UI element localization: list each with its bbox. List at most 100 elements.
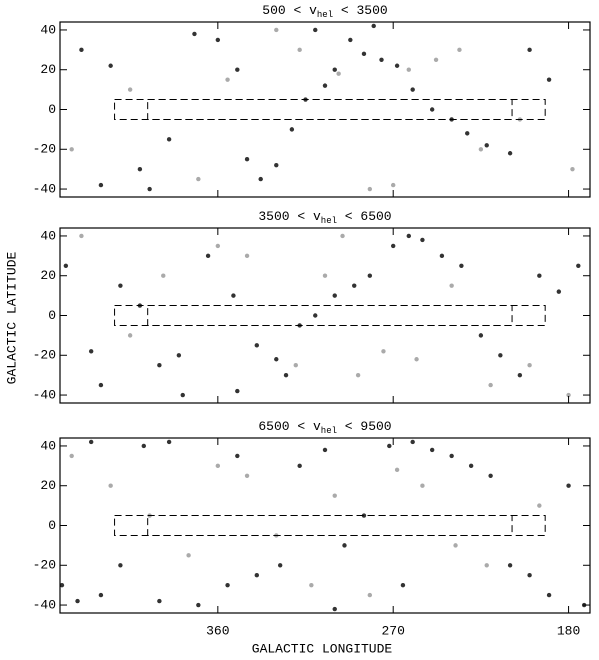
galaxy-point (332, 493, 337, 498)
galaxy-point (342, 543, 347, 548)
galaxy-point (98, 592, 104, 598)
galaxy-point (406, 67, 411, 72)
panel-title: 6500 < vhel < 9500 (258, 419, 391, 436)
galaxy-point (414, 357, 419, 362)
galaxy-point (98, 182, 104, 188)
galaxy-point (235, 67, 240, 72)
y-tick-label: 20 (40, 62, 56, 77)
galaxy-point (566, 392, 571, 398)
galaxy-point (367, 592, 373, 598)
galaxy-point (527, 363, 532, 368)
galaxy-point (215, 243, 221, 249)
galaxy-point (75, 598, 80, 604)
galaxy-point (192, 31, 197, 37)
galaxy-point (332, 606, 337, 612)
galaxy-point (141, 443, 146, 449)
galaxy-point (546, 592, 552, 598)
galaxy-point (196, 602, 201, 608)
galaxy-point (517, 372, 523, 378)
galaxy-point (367, 273, 373, 278)
galaxy-point (379, 57, 384, 62)
galaxy-point (348, 37, 353, 43)
galaxy-point (161, 273, 166, 278)
galaxy-point (88, 349, 94, 354)
galaxy-point (355, 372, 361, 378)
title-part: 500 < v (262, 3, 317, 18)
galaxy-point (166, 137, 172, 142)
y-tick-label: -40 (33, 597, 56, 612)
galaxy-point (457, 47, 462, 53)
galaxy-point (449, 453, 454, 459)
x-tick-label: 180 (557, 623, 580, 638)
panel-title: 3500 < vhel < 6500 (258, 209, 391, 226)
galaxy-point (449, 283, 454, 288)
galaxy-point (244, 253, 250, 259)
galaxy-point (235, 388, 240, 394)
panel-title: 500 < vhel < 3500 (262, 3, 387, 20)
galaxy-point (157, 363, 162, 368)
galaxy-point (390, 182, 396, 188)
galaxy-point (459, 263, 464, 268)
galaxy-point (332, 67, 337, 72)
galaxy-point (387, 443, 392, 449)
galaxy-point (336, 71, 341, 76)
y-tick-label: 20 (40, 478, 56, 493)
title-part: hel (321, 216, 337, 226)
galaxy-point (433, 57, 439, 62)
galaxy-point (118, 563, 123, 568)
galaxy-point (274, 357, 279, 362)
title-part: hel (321, 426, 337, 436)
galaxy-point (63, 263, 69, 268)
galaxy-point (322, 83, 328, 88)
zone-of-avoidance-box (114, 305, 546, 326)
galaxy-point (429, 107, 435, 112)
galaxy-point (406, 233, 411, 239)
galaxy-point (566, 483, 571, 488)
galaxy-point (371, 23, 376, 29)
galaxy-point (127, 333, 133, 338)
galaxy-point (546, 77, 552, 82)
galaxy-point (108, 63, 113, 68)
y-tick-label: 0 (48, 308, 56, 323)
galaxy-point (254, 573, 260, 578)
galaxy-point (507, 151, 513, 156)
x-axis-label: GALACTIC LONGITUDE (252, 641, 393, 656)
title-part: < 3500 (333, 3, 388, 18)
galaxy-point (215, 37, 221, 43)
galaxy-point (537, 503, 542, 508)
galaxy-point (478, 147, 484, 152)
galaxy-point (215, 463, 221, 469)
y-tick-label: 40 (40, 228, 56, 243)
galaxy-point (420, 237, 425, 243)
galaxy-point (394, 467, 400, 473)
galaxy-point (381, 349, 386, 354)
galaxy-point (157, 598, 162, 604)
y-tick-label: -20 (33, 142, 56, 157)
galaxy-point (367, 186, 373, 192)
galaxy-point (277, 563, 283, 568)
galaxy-point (556, 289, 562, 294)
y-tick-label: 0 (48, 102, 56, 117)
galaxy-point (576, 263, 581, 268)
x-tick-label: 270 (381, 623, 404, 638)
title-part: hel (317, 10, 333, 20)
galaxy-point (410, 87, 415, 92)
galaxy-point (98, 382, 104, 388)
galaxy-point (488, 473, 493, 478)
galaxy-point (340, 233, 345, 239)
galaxy-point (274, 27, 279, 33)
zone-of-avoidance-box (147, 515, 513, 536)
galaxy-point (390, 243, 396, 249)
galaxy-point (313, 313, 318, 318)
galaxy-point (244, 473, 250, 478)
y-tick-label: 40 (40, 438, 56, 453)
galaxy-point (527, 47, 532, 53)
galaxy-point (352, 283, 357, 288)
zone-of-avoidance-box (114, 515, 546, 536)
galaxy-point (309, 582, 314, 588)
galaxy-point (244, 157, 250, 162)
zone-of-avoidance-box (114, 99, 546, 120)
galaxy-point (274, 162, 279, 168)
galaxy-point (69, 147, 74, 152)
